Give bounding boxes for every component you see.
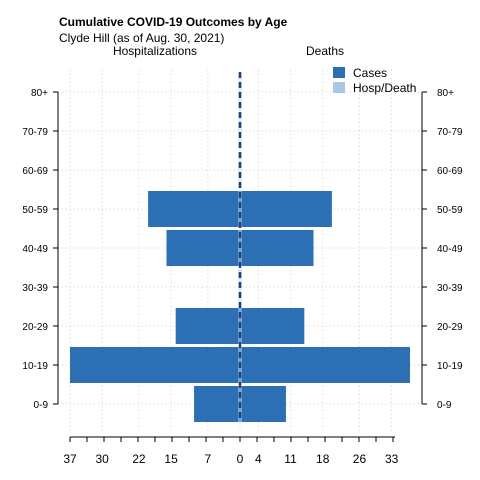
x-tick-label-left: 7 (204, 452, 211, 466)
bar-hosp-death-60-69 (238, 152, 242, 188)
y-tick-label-right: 10-19 (437, 361, 463, 372)
y-tick-label-left: 10-19 (22, 361, 48, 372)
bar-cases-left-0-9 (194, 386, 240, 422)
x-tick-label-right: 18 (316, 452, 330, 466)
legend-label-hosp-death: Hosp/Death (353, 81, 416, 95)
bars (70, 72, 410, 422)
y-tick-label-left: 30-39 (22, 283, 48, 294)
y-tick-label-left: 80+ (31, 88, 48, 99)
y-tick-label-left: 60-69 (22, 166, 48, 177)
y-tick-label-right: 30-39 (437, 283, 463, 294)
y-tick-label-right: 80+ (437, 88, 454, 99)
left-side-label: Hospitalizations (113, 44, 197, 58)
x-tick-label-right: 4 (255, 452, 262, 466)
y-tick-label-left: 0-9 (34, 400, 49, 411)
x-tick-label-left: 0 (237, 452, 244, 466)
y-tick-label-right: 70-79 (437, 127, 463, 138)
chart-subtitle: Clyde Hill (as of Aug. 30, 2021) (59, 31, 224, 45)
y-tick-label-right: 50-59 (437, 205, 463, 216)
bar-hosp-death-50-59 (238, 191, 242, 227)
x-tick-label-right: 33 (385, 452, 399, 466)
y-tick-label-right: 40-49 (437, 244, 463, 255)
bar-cases-right-0-9 (240, 386, 286, 422)
y-tick-label-left: 70-79 (22, 127, 48, 138)
x-tick-label-left: 15 (164, 452, 178, 466)
x-tick-label-left: 30 (95, 452, 109, 466)
bar-cases-right-50-59 (240, 191, 332, 227)
chart-title: Cumulative COVID-19 Outcomes by Age (59, 15, 288, 29)
bar-cases-left-10-19 (70, 347, 240, 383)
bar-hosp-death-70-79 (238, 113, 242, 149)
right-side-label: Deaths (306, 44, 344, 58)
bar-cases-left-20-29 (175, 308, 240, 344)
bar-cases-left-50-59 (148, 191, 240, 227)
y-tick-label-right: 60-69 (437, 166, 463, 177)
bar-cases-left-40-49 (166, 230, 240, 266)
y-tick-label-left: 40-49 (22, 244, 48, 255)
legend-label-cases: Cases (353, 66, 387, 80)
y-tick-label-right: 20-29 (437, 322, 463, 333)
axes: 0-9 0-9 10-19 10-19 20-29 20-29 30-39 30-39 40-4… (22, 88, 463, 466)
bar-cases-right-40-49 (240, 230, 314, 266)
x-tick-label-left: 22 (132, 452, 146, 466)
x-tick-label-right: 11 (284, 452, 297, 466)
x-tick-label-left: 37 (63, 452, 77, 466)
bar-cases-right-20-29 (240, 308, 305, 344)
legend-swatch-hosp-death (333, 82, 345, 93)
x-tick-label-right: 26 (353, 452, 367, 466)
y-tick-label-left: 50-59 (22, 205, 48, 216)
y-tick-label-left: 20-29 (22, 322, 48, 333)
y-tick-label-right: 0-9 (437, 400, 452, 411)
legend-swatch-cases (333, 67, 345, 78)
bar-cases-right-10-19 (240, 347, 410, 383)
